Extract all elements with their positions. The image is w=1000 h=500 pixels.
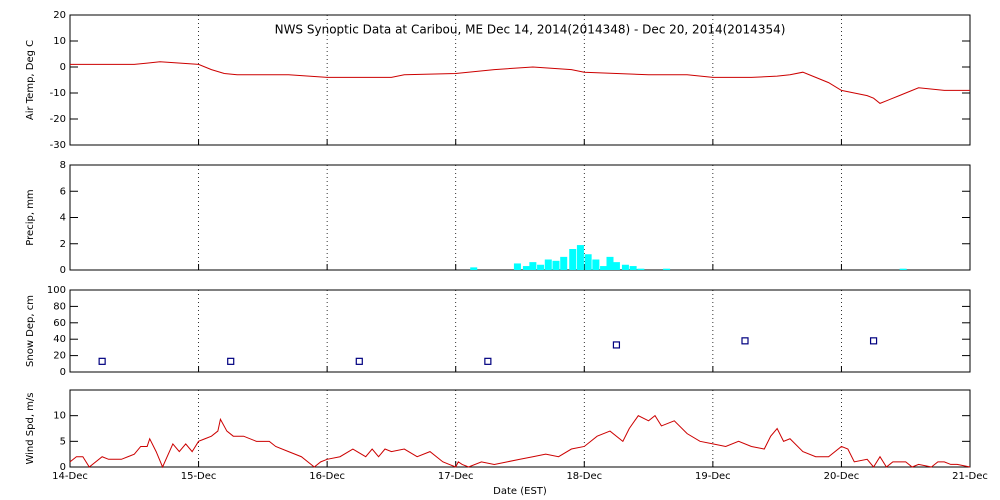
precip-bar — [569, 249, 577, 270]
y-tick-label: 20 — [53, 10, 66, 21]
plot-frame — [69, 389, 971, 468]
data-point — [98, 357, 106, 365]
y-tick-label: 10 — [53, 36, 66, 47]
y-tick-label: 0 — [60, 462, 66, 473]
precip-bar — [537, 264, 545, 270]
precip-bar — [612, 262, 620, 270]
precip-bar — [470, 267, 478, 270]
data-point — [869, 337, 878, 345]
x-tick-label: 17-Dec — [438, 471, 474, 482]
precip-bar — [529, 262, 537, 270]
y-tick-label: 5 — [60, 436, 66, 447]
precip-bar — [552, 260, 560, 270]
y-tick-label: 0 — [60, 265, 66, 276]
plot-frame — [69, 289, 971, 373]
precip-bar — [637, 268, 645, 270]
precip-bar — [522, 266, 530, 270]
precip-bar — [629, 266, 637, 270]
precip-bar — [899, 268, 907, 270]
x-tick-label: 19-Dec — [695, 471, 731, 482]
y-tick-label: 60 — [53, 318, 66, 329]
precip-bar — [600, 266, 608, 270]
x-tick-label: 21-Dec — [952, 471, 988, 482]
precip-bar — [606, 256, 614, 270]
y-tick-label: -10 — [50, 88, 66, 99]
data-point — [355, 357, 363, 365]
y-tick-label: 100 — [47, 285, 66, 296]
precip-bar — [513, 263, 521, 270]
y-tick-label: 20 — [53, 351, 66, 362]
y-axis-label: Wind Spd, m/s — [25, 392, 36, 464]
y-tick-label: 0 — [60, 62, 66, 73]
x-tick-label: 16-Dec — [309, 471, 345, 482]
y-axis-label: Snow Dep, cm — [25, 295, 36, 367]
data-line — [70, 61, 970, 104]
y-axis-label: Air Temp, Deg C — [25, 40, 36, 120]
y-tick-label: 8 — [60, 160, 66, 171]
y-tick-label: -30 — [50, 140, 66, 151]
data-point — [484, 357, 492, 365]
data-point — [612, 341, 621, 349]
precip-bar — [663, 268, 671, 270]
y-tick-label: 2 — [60, 239, 66, 250]
precip-bar — [621, 264, 629, 270]
x-axis-label: Date (EST) — [493, 486, 547, 497]
y-tick-label: 4 — [60, 213, 66, 224]
data-point — [227, 357, 235, 365]
precip-bar — [576, 245, 584, 270]
x-tick-label: 14-Dec — [52, 471, 88, 482]
x-tick-label: 15-Dec — [181, 471, 217, 482]
chart-title: NWS Synoptic Data at Caribou, ME Dec 14,… — [275, 23, 786, 37]
y-tick-label: 80 — [53, 301, 66, 312]
y-tick-label: 10 — [53, 411, 66, 422]
precip-bar — [544, 259, 552, 270]
data-point — [741, 337, 749, 345]
y-tick-label: -20 — [50, 114, 66, 125]
precip-bar — [584, 254, 592, 270]
y-tick-label: 0 — [60, 367, 66, 378]
x-tick-label: 18-Dec — [566, 471, 602, 482]
precip-bar — [560, 256, 568, 270]
x-tick-label: 20-Dec — [824, 471, 860, 482]
y-axis-label: Precip, mm — [25, 189, 36, 245]
plot-frame — [69, 164, 971, 271]
y-tick-label: 6 — [60, 186, 66, 197]
data-line — [69, 414, 971, 469]
precip-bar — [592, 259, 600, 270]
y-tick-label: 40 — [53, 334, 66, 345]
